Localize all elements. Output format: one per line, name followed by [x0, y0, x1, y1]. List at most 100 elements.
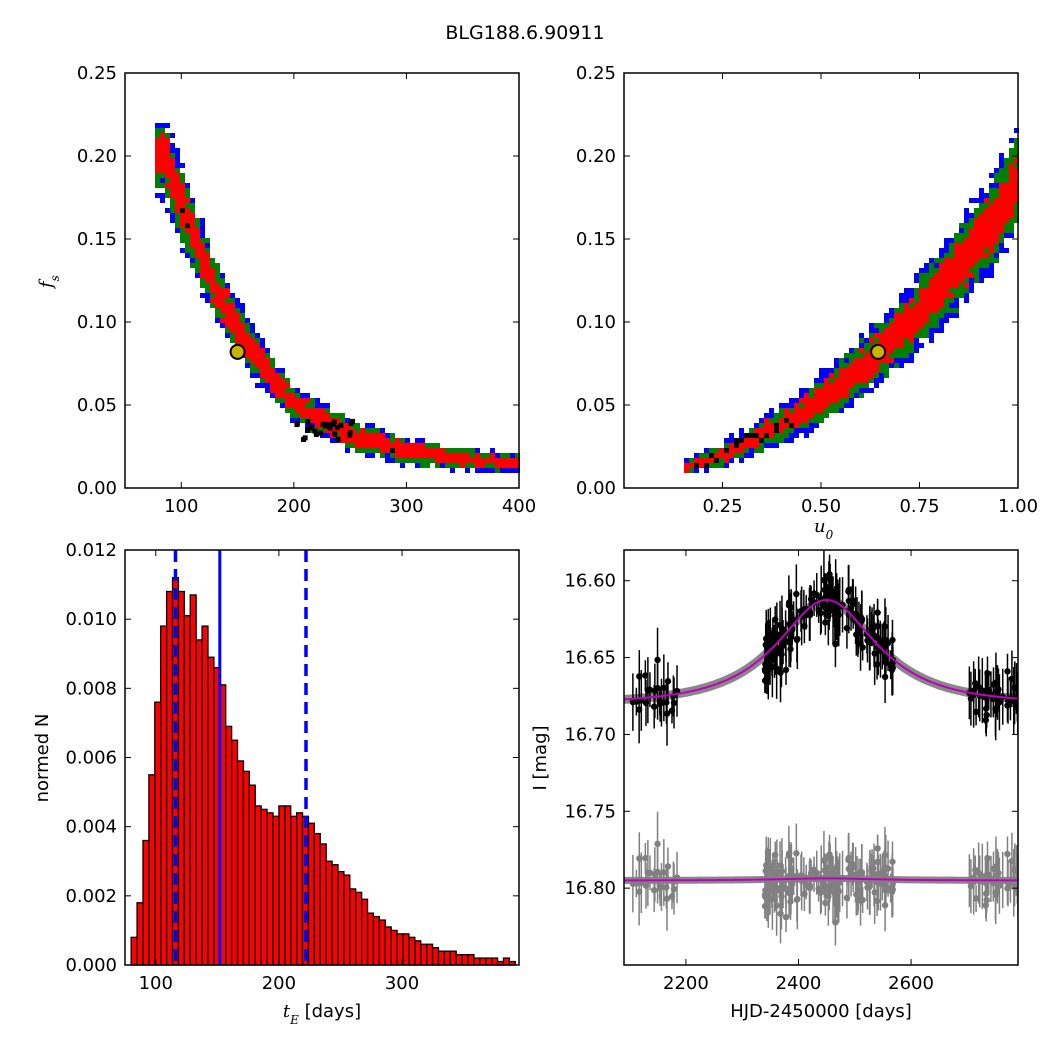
- density-cell: [330, 413, 335, 418]
- density-cell: [994, 178, 999, 183]
- density-cell: [280, 373, 285, 378]
- y-tick-label: 0.006: [65, 748, 117, 769]
- density-cell: [225, 308, 230, 313]
- density-cell: [949, 293, 954, 298]
- density-cell: [914, 298, 919, 303]
- density-cell: [864, 368, 869, 373]
- data-point: [642, 672, 649, 679]
- data-point: [983, 687, 990, 694]
- density-cell: [954, 278, 959, 283]
- density-cell: [954, 298, 959, 303]
- density-cell: [220, 318, 225, 323]
- density-cell: [964, 263, 969, 268]
- density-cell: [989, 183, 994, 188]
- density-cell: [754, 423, 759, 428]
- density-cell: [999, 158, 1004, 163]
- density-cell: [879, 328, 884, 333]
- density-cell: [240, 303, 245, 308]
- density-cell: [200, 253, 205, 258]
- density-cell: [165, 208, 170, 213]
- residual-point: [822, 899, 829, 907]
- density-cell: [255, 348, 260, 353]
- density-cell: [318, 430, 324, 436]
- density-cell: [1009, 148, 1014, 153]
- density-cell: [824, 398, 829, 403]
- density-cell: [230, 323, 235, 328]
- density-cell: [250, 323, 255, 328]
- density-cell: [799, 388, 804, 393]
- density-cell: [200, 243, 205, 248]
- density-cell: [994, 243, 999, 248]
- density-cell: [175, 223, 180, 228]
- density-cell: [864, 348, 869, 353]
- density-cell: [380, 433, 385, 438]
- density-cell: [979, 208, 984, 213]
- x-tick-label: 0.25: [702, 496, 742, 517]
- density-cell: [235, 338, 240, 343]
- density-cell: [325, 418, 330, 423]
- density-cell: [714, 453, 719, 458]
- density-cell: [994, 238, 999, 243]
- density-cell: [160, 163, 165, 168]
- density-cell: [405, 443, 410, 448]
- density-cell: [839, 408, 844, 413]
- density-cell: [215, 303, 220, 308]
- density-cell: [709, 448, 714, 453]
- density-cell: [170, 178, 175, 183]
- density-cell: [250, 348, 255, 353]
- density-cell: [944, 263, 949, 268]
- density-cell: [390, 438, 395, 443]
- density-cell: [260, 343, 265, 348]
- density-cell: [425, 463, 430, 468]
- density-cell: [959, 283, 964, 288]
- density-cell: [789, 403, 794, 408]
- residual-point: [658, 883, 665, 891]
- density-cell: [779, 438, 784, 443]
- density-cell: [470, 448, 475, 453]
- density-cell: [774, 418, 779, 423]
- density-cell: [824, 403, 829, 408]
- density-cell: [345, 428, 350, 433]
- density-cell: [994, 218, 999, 223]
- density-cell: [814, 403, 819, 408]
- data-point: [772, 651, 779, 658]
- density-cell: [500, 468, 505, 473]
- density-cell: [814, 378, 819, 383]
- density-cell: [225, 328, 230, 333]
- density-cell: [739, 438, 744, 443]
- density-cell: [989, 263, 994, 268]
- density-cell: [894, 343, 899, 348]
- density-cell: [879, 358, 884, 363]
- density-cell: [949, 303, 954, 308]
- density-cell: [175, 163, 180, 168]
- density-cell: [994, 248, 999, 253]
- density-cell: [485, 458, 490, 463]
- density-cell: [814, 398, 819, 403]
- density-cell: [307, 425, 313, 431]
- histogram-bar: [378, 919, 386, 966]
- density-cell: [475, 458, 480, 463]
- density-cell: [270, 383, 275, 388]
- x-tick-label: 0.75: [899, 496, 939, 517]
- density-cell: [899, 318, 904, 323]
- data-point: [782, 666, 790, 674]
- data-point: [1004, 702, 1011, 709]
- density-cell: [175, 148, 180, 153]
- density-cell: [999, 248, 1004, 253]
- density-cell: [824, 393, 829, 398]
- density-cell: [165, 158, 170, 163]
- density-cell: [160, 193, 165, 198]
- density-cell: [924, 328, 929, 333]
- density-cell: [804, 428, 809, 433]
- density-cell: [909, 353, 914, 358]
- density-cell: [420, 448, 425, 453]
- density-cell: [959, 238, 964, 243]
- density-cell: [1004, 193, 1009, 198]
- density-cell: [959, 263, 964, 268]
- density-cell: [834, 378, 839, 383]
- density-cell: [849, 348, 854, 353]
- density-cell: [789, 438, 794, 443]
- y-axis-label: I [mag]: [530, 725, 551, 790]
- density-cell: [440, 448, 445, 453]
- density-cell: [849, 358, 854, 363]
